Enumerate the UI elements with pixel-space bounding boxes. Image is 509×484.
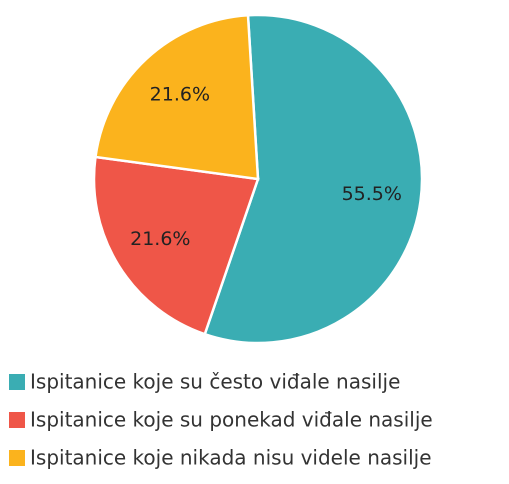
- pie-slice: [92, 155, 260, 336]
- slice-label: 21.6%: [130, 228, 190, 250]
- pie-slice: [94, 13, 260, 181]
- slice-label: 21.6%: [150, 83, 210, 105]
- legend-swatch: [9, 412, 25, 428]
- legend-swatch: [9, 450, 25, 466]
- slice-label: 55.5%: [342, 183, 402, 205]
- legend-label: Ispitanice koje nikada nisu videle nasil…: [30, 446, 432, 470]
- legend-label: Ispitanice koje su ponekad viđale nasilj…: [30, 408, 433, 432]
- legend-swatch: [9, 374, 25, 390]
- legend-label: Ispitanice koje su često viđale nasilje: [30, 370, 400, 394]
- pie-slice: [203, 13, 424, 345]
